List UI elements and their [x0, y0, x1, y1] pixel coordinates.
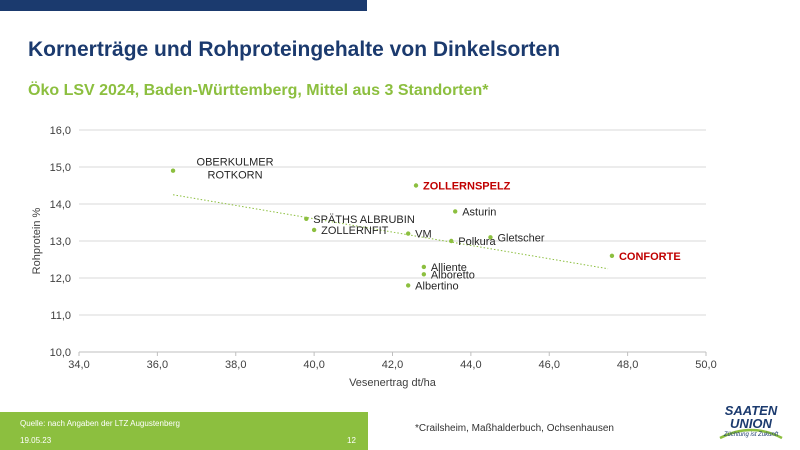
data-point-label: Albertino — [415, 280, 458, 292]
logo-line2: UNION — [730, 416, 772, 431]
x-tick-label: 34,0 — [68, 359, 89, 371]
footer-source: Quelle: nach Angaben der LTZ Augustenber… — [20, 419, 180, 428]
top-accent-bar — [0, 0, 367, 11]
y-tick-label: 11,0 — [50, 310, 71, 322]
y-tick-label: 15,0 — [50, 162, 71, 174]
y-tick-label: 16,0 — [50, 125, 71, 137]
y-tick-label: 12,0 — [50, 273, 71, 285]
x-tick-label: 44,0 — [460, 359, 481, 371]
data-point-label: OBERKULMER ROTKORN — [197, 157, 274, 182]
saaten-union-logo: SAATEN UNION Züchtung ist Zukunft — [716, 404, 786, 446]
data-point-label: Gletscher — [497, 232, 544, 244]
data-point — [421, 272, 427, 277]
data-point — [421, 264, 427, 270]
y-axis-label: Rohprotein % — [31, 207, 43, 274]
y-tick-label: 10,0 — [50, 347, 71, 359]
data-point-label: CONFORTE — [619, 251, 681, 263]
data-point — [304, 216, 309, 221]
page-number: 12 — [347, 436, 356, 445]
footnote: *Crailsheim, Maßhalderbuch, Ochsenhausen — [415, 423, 614, 434]
x-tick-label: 46,0 — [539, 359, 560, 371]
data-point-label: SPÄTHS ALBRUBIN — [313, 214, 415, 226]
data-point — [413, 183, 419, 188]
logo-tagline: Züchtung ist Zukunft — [723, 432, 779, 438]
data-point — [405, 283, 411, 288]
data-point — [453, 209, 458, 214]
trendline — [172, 194, 609, 270]
x-tick-label: 42,0 — [382, 359, 403, 371]
x-tick-label: 48,0 — [617, 359, 638, 371]
data-point — [311, 227, 317, 233]
data-point — [170, 168, 176, 173]
data-point — [609, 253, 615, 258]
footer-date: 19.05.23 — [20, 436, 52, 445]
x-tick-label: 36,0 — [147, 359, 168, 371]
logo-wordmark: SAATEN UNION — [716, 404, 786, 430]
data-point-label: Polkura — [458, 236, 496, 248]
x-tick-label: 40,0 — [303, 359, 324, 371]
data-point-label: ZOLLERNSPELZ — [423, 181, 511, 193]
logo-line1: SAATEN — [724, 403, 778, 418]
data-point-label: Alliente — [431, 262, 467, 274]
y-tick-label: 14,0 — [50, 199, 71, 211]
x-tick-label: 50,0 — [695, 359, 716, 371]
x-tick-label: 38,0 — [225, 359, 246, 371]
data-point — [449, 238, 454, 244]
page-title: Kornerträge und Rohproteingehalte von Di… — [28, 38, 561, 61]
footer-bar — [0, 412, 368, 450]
data-point-label: Alboretto — [431, 269, 475, 281]
data-point-label: VM — [415, 229, 432, 241]
y-tick-label: 13,0 — [50, 236, 71, 248]
logo-wheat-icon — [719, 428, 783, 440]
data-point — [488, 235, 493, 240]
data-point-label: ZOLLERNFIT — [321, 225, 389, 237]
page-subtitle: Öko LSV 2024, Baden-Württemberg, Mittel … — [28, 82, 489, 99]
data-point-label: Asturin — [462, 206, 496, 218]
x-axis-label: Vesenertrag dt/ha — [349, 377, 437, 389]
data-point — [405, 231, 411, 236]
